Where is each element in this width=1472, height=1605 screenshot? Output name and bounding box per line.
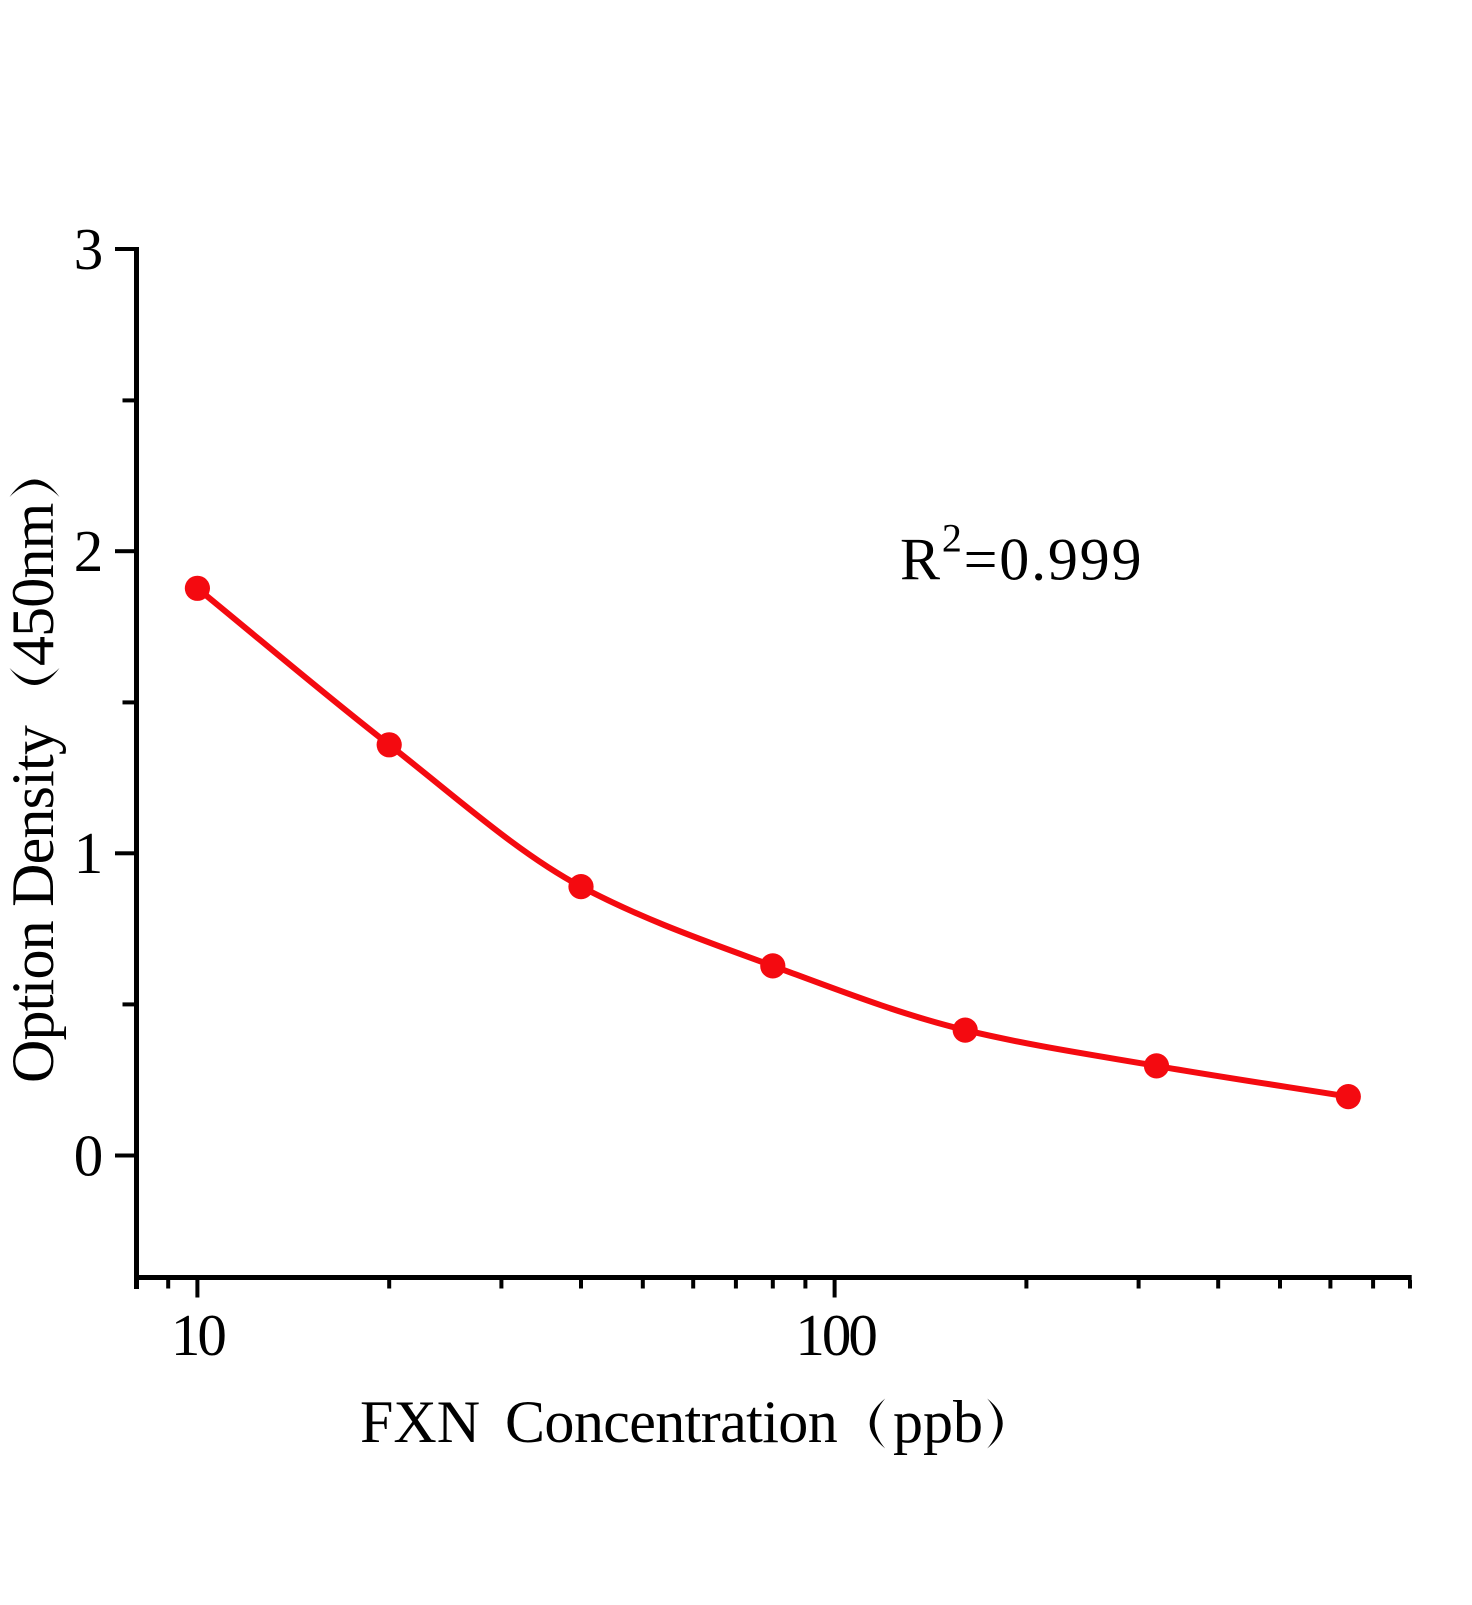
svg-text:Option Density: Option Density (0, 725, 66, 1083)
svg-text:10: 10 (171, 1302, 226, 1368)
svg-text:2: 2 (74, 518, 104, 584)
svg-text:100: 100 (795, 1302, 876, 1368)
svg-text:Concentration: Concentration (505, 1389, 838, 1455)
svg-text:R2=0.999: R2=0.999 (900, 516, 1143, 593)
svg-text:3: 3 (74, 216, 104, 282)
svg-text:450nm: 450nm (0, 503, 66, 666)
svg-text:0: 0 (74, 1122, 104, 1188)
svg-text:ppb: ppb (893, 1389, 983, 1455)
svg-text:FXN: FXN (360, 1389, 480, 1455)
svg-text:1: 1 (74, 820, 104, 886)
